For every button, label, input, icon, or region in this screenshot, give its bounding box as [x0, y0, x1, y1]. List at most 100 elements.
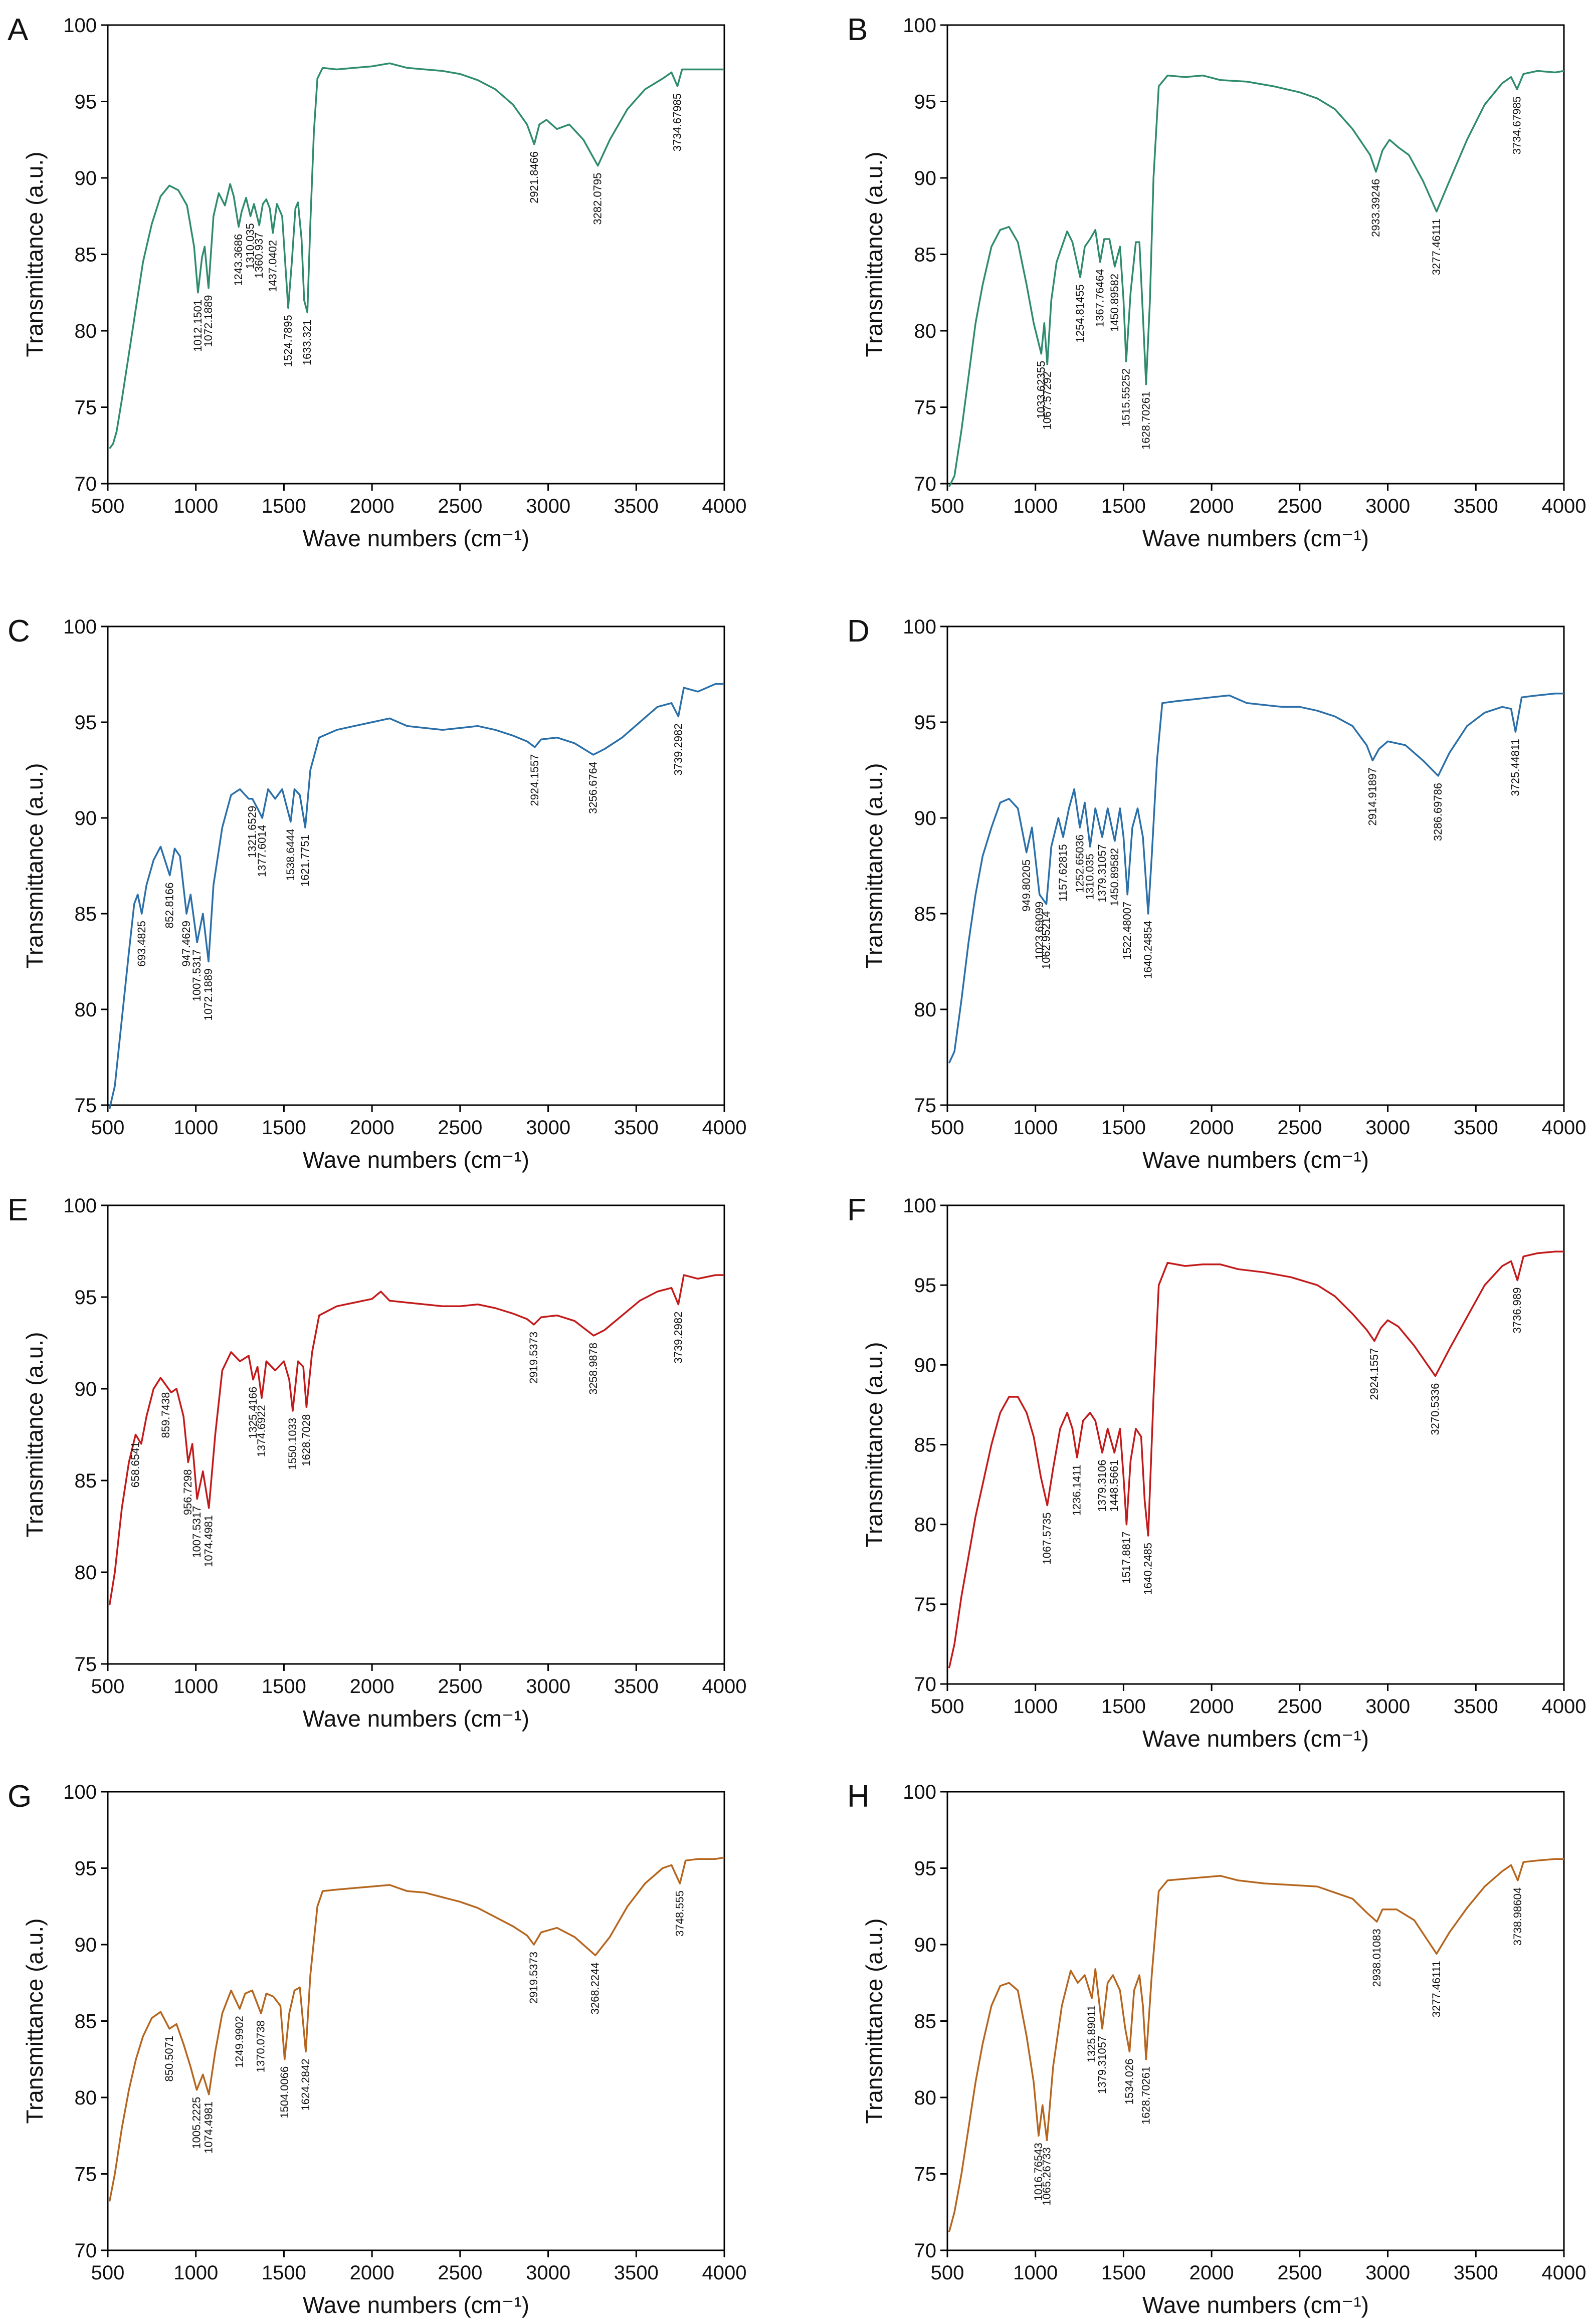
y-tick-label: 95	[75, 1287, 97, 1309]
y-tick-label: 90	[914, 167, 937, 189]
peak-label: 1321.6529	[246, 806, 259, 858]
x-tick-label: 1500	[262, 495, 306, 517]
peak-label: 1448.5661	[1108, 1459, 1120, 1512]
peak-label: 1515.55252	[1120, 368, 1132, 427]
peak-label: 949.80205	[1020, 860, 1033, 912]
peak-label: 1524.7895	[282, 315, 294, 367]
peak-label: 1367.76464	[1094, 269, 1106, 327]
y-tick-label: 85	[75, 903, 97, 925]
x-tick-label: 2500	[438, 1675, 482, 1698]
y-tick-label: 75	[75, 1095, 97, 1117]
spectrum-line	[108, 1856, 725, 2202]
peak-label: 693.4825	[135, 921, 148, 967]
peak-label: 2919.5373	[527, 1952, 540, 2004]
x-tick-label: 4000	[1542, 495, 1586, 517]
y-tick-label: 80	[914, 1514, 937, 1536]
plot-frame	[107, 24, 725, 485]
x-axis-label: Wave numbers (cm⁻¹)	[303, 525, 529, 551]
peak-label: 1243.3686	[232, 234, 245, 286]
y-tick-label: 100	[903, 15, 936, 37]
y-tick-label: 100	[63, 616, 97, 638]
x-tick-label: 1000	[173, 2262, 218, 2284]
chart-panel-f: F 500 1000 1500 2000 2500 3000 3500 4000 70 75 80 85…	[847, 1193, 1586, 1752]
peak-label: 1074.4981	[203, 2101, 215, 2154]
x-tick-label: 4000	[702, 1675, 747, 1698]
peak-label: 1628.70261	[1139, 2066, 1152, 2125]
x-tick-label: 1500	[262, 1117, 306, 1139]
panel-label: H	[847, 1779, 870, 1814]
peak-label: 1621.7751	[299, 834, 311, 887]
x-tick-label: 1000	[173, 495, 218, 517]
y-tick-label: 90	[75, 167, 97, 189]
chart-panel-g: G 500 1000 1500 2000 2500 3000 3500 4000 70 75 80 85…	[8, 1779, 746, 2318]
peak-label: 956.7298	[181, 1469, 194, 1515]
x-tick-label: 1500	[1101, 495, 1146, 517]
peak-label: 1325.89011	[1085, 2005, 1098, 2063]
y-axis-label: Transmittance (a.u.)	[22, 1919, 48, 2124]
y-tick-label: 100	[63, 1781, 97, 1803]
y-tick-label: 80	[75, 320, 97, 342]
peak-label: 1065.26733	[1041, 2147, 1053, 2205]
spectrum-line	[108, 1274, 724, 1606]
y-tick-label: 90	[75, 1934, 97, 1956]
x-tick-label: 4000	[1542, 2262, 1586, 2284]
chart-panel-e: E 500 1000 1500 2000 2500 3000 3500 4000 75 80 85 90…	[8, 1193, 746, 1732]
x-tick-label: 1000	[1013, 1696, 1058, 1718]
y-tick-label: 95	[75, 1858, 97, 1880]
peak-label: 3277.46111	[1430, 219, 1443, 275]
x-tick-label: 500	[91, 495, 125, 517]
peak-label: 1236.1411	[1071, 1464, 1083, 1516]
x-tick-label: 3000	[526, 1675, 570, 1698]
peak-label: 1450.89582	[1108, 848, 1121, 906]
x-tick-label: 500	[91, 2262, 125, 2284]
x-tick-label: 2500	[438, 495, 482, 517]
x-tick-label: 2500	[438, 2262, 482, 2284]
peak-label: 2933.39246	[1369, 179, 1382, 237]
peak-label: 947.4629	[180, 921, 192, 967]
peak-label: 850.5071	[163, 2036, 175, 2082]
x-tick-label: 2000	[350, 2262, 394, 2284]
peak-label: 1550.1033	[286, 1418, 299, 1470]
x-tick-label: 4000	[702, 495, 747, 517]
panel-label: C	[8, 614, 30, 649]
spectrum-line	[109, 62, 724, 449]
x-tick-label: 500	[931, 2262, 964, 2284]
peak-label: 852.8166	[163, 883, 176, 929]
x-tick-label: 2000	[1189, 1117, 1234, 1139]
spectrum-line	[948, 70, 1564, 487]
x-tick-label: 3500	[614, 495, 659, 517]
peak-label: 3739.2982	[672, 1312, 684, 1364]
x-tick-label: 1000	[173, 1675, 218, 1698]
y-tick-label: 75	[914, 2164, 937, 2186]
peak-label: 859.7438	[159, 1392, 172, 1438]
y-axis-label: Transmittance (a.u.)	[22, 1332, 48, 1538]
y-tick-label: 85	[914, 1434, 937, 1456]
chart-panel-h: H 500 1000 1500 2000 2500 3000 3500 4000 70 75 80 85…	[847, 1779, 1586, 2318]
x-tick-label: 500	[91, 1675, 125, 1698]
peak-label: 3277.46111	[1430, 1961, 1443, 2017]
y-tick-label: 100	[63, 15, 97, 37]
peak-label: 1360.937	[253, 233, 265, 279]
peak-label: 1379.31057	[1096, 2036, 1108, 2094]
y-tick-label: 90	[75, 807, 97, 829]
x-tick-label: 3000	[1365, 1117, 1410, 1139]
plot-frame	[107, 1791, 725, 2251]
y-tick-label: 95	[914, 1275, 937, 1297]
y-tick-label: 70	[914, 473, 937, 495]
spectrum-line	[948, 1858, 1564, 2232]
x-tick-label: 2000	[350, 1675, 394, 1698]
y-tick-label: 90	[75, 1378, 97, 1400]
spectrum-line	[948, 692, 1564, 1064]
y-tick-label: 95	[914, 91, 937, 113]
y-tick-label: 95	[914, 1858, 937, 1880]
y-tick-label: 80	[914, 2087, 937, 2109]
peak-label: 1033.62355	[1035, 361, 1047, 419]
y-axis-label: Transmittance (a.u.)	[22, 152, 48, 357]
x-tick-label: 3500	[614, 1675, 659, 1698]
x-tick-label: 500	[931, 495, 964, 517]
y-tick-label: 95	[914, 712, 937, 734]
peak-label: 1310.035	[244, 223, 257, 269]
y-tick-label: 80	[75, 1562, 97, 1584]
x-axis-label: Wave numbers (cm⁻¹)	[1142, 1147, 1369, 1173]
